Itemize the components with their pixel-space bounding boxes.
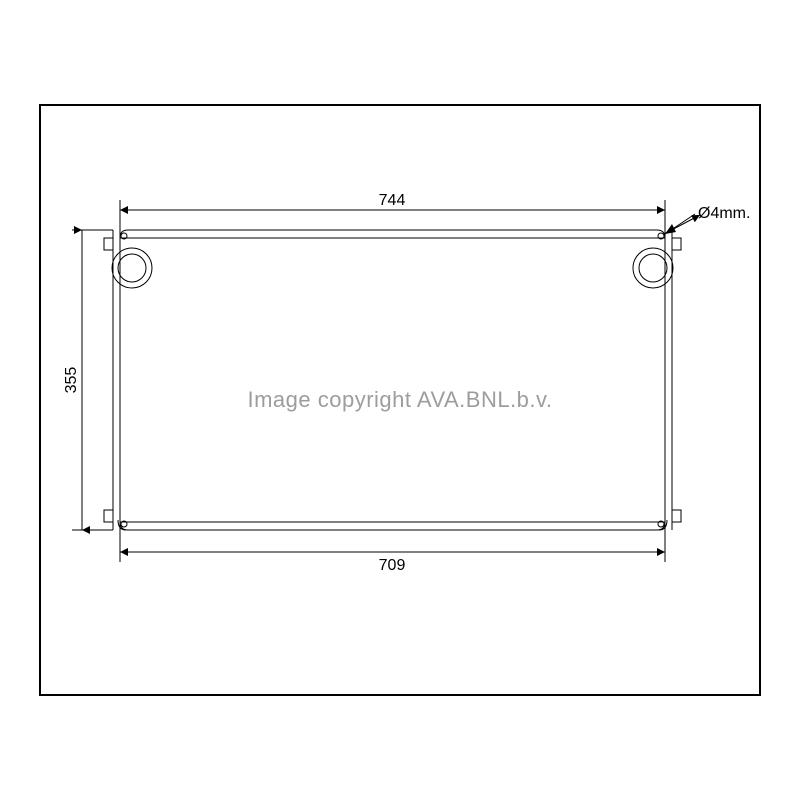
dim-hole-arrowhead <box>665 224 676 234</box>
tab-top-right <box>672 238 681 250</box>
dim-hole-label: Ø4mm. <box>698 205 750 222</box>
tab-bot-right <box>672 510 681 522</box>
port-right-inner <box>639 254 667 282</box>
dim-left-label: 355 <box>63 367 80 394</box>
tab-top-left <box>104 238 113 250</box>
dim-top-label: 744 <box>379 192 406 209</box>
port-left-inner <box>118 254 146 282</box>
part-outline <box>120 230 665 530</box>
drawing-svg: 744 709 355 Ø4mm. <box>0 0 800 800</box>
diagram-stage: 744 709 355 Ø4mm. Image copyright AVA.BN… <box>0 0 800 800</box>
tab-bot-left <box>104 510 113 522</box>
dim-bot-label: 709 <box>379 557 406 574</box>
